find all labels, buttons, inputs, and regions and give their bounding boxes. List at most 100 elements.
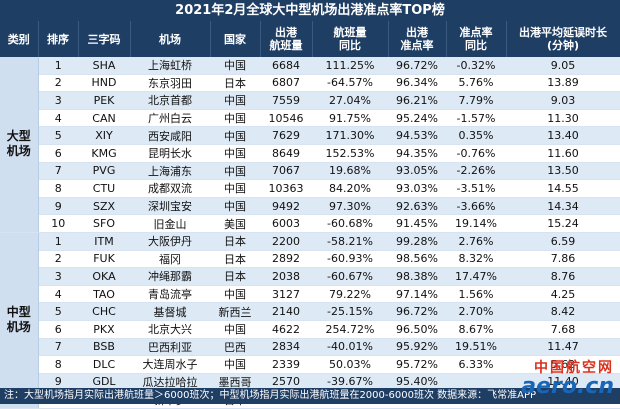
table-cell: FUK [78, 250, 130, 269]
table-cell: 93.05% [388, 162, 446, 181]
table-cell: 97.14% [388, 285, 446, 304]
table-cell: 2140 [260, 302, 312, 321]
table-cell: 111.25% [312, 57, 388, 75]
table-cell: 13.50 [506, 162, 620, 181]
table-cell: 东京羽田 [130, 74, 210, 93]
table-cell: 巴西利亚 [130, 338, 210, 357]
table-cell: CHC [78, 302, 130, 321]
table-cell: 2.76% [446, 232, 506, 251]
table-row: 2 HND 东京羽田 日本 6807 -64.57% 96.34% 5.76% 13.89 [0, 74, 620, 93]
table-cell: 中国 [210, 57, 260, 75]
table-cell: 91.75% [312, 109, 388, 128]
table-row: 5 XIY 西安咸阳 中国 7629 171.30% 94.53% 0.35% 13.40 [0, 126, 620, 145]
table-cell: 3 [38, 267, 78, 286]
table-cell: 6807 [260, 74, 312, 93]
table-cell: 2038 [260, 267, 312, 286]
table-cell: 9 [38, 197, 78, 216]
table-row: 10 SFO 旧金山 美国 6003 -60.68% 91.45% 19.14% 15.24 [0, 214, 620, 233]
table-cell: 基督城 [130, 302, 210, 321]
table-cell: 95.24% [388, 109, 446, 128]
table-cell: 中国 [210, 109, 260, 128]
table-cell: 99.28% [388, 232, 446, 251]
table-cell: 7.68 [506, 320, 620, 339]
table-cell: 上海浦东 [130, 162, 210, 181]
table-cell: -39.67% [312, 373, 388, 392]
table-cell: DLC [78, 355, 130, 374]
table-cell: 27.04% [312, 91, 388, 110]
table-body: 大型 机场 1 SHA 上海虹桥 中国 6684 111.25% 96.72% -0.32% 9.0… [0, 57, 620, 409]
table-cell: 北京大兴 [130, 320, 210, 339]
table-cell: 中国 [210, 355, 260, 374]
table-cell: HND [78, 74, 130, 93]
table-cell: -25.15% [312, 302, 388, 321]
table-row: 中型 机场 1 ITM 大阪伊丹 日本 2200 -58.21% 99.28% 2.76% 6.59 [0, 232, 620, 409]
table-cell: 94.53% [388, 126, 446, 145]
table-cell: 14.55 [506, 179, 620, 198]
table-cell: 上海虹桥 [130, 57, 210, 75]
table-cell: 4 [38, 109, 78, 128]
table-cell: 10363 [260, 179, 312, 198]
table-cell: 5.76% [446, 74, 506, 93]
table-cell: 9.03 [506, 91, 620, 110]
table-cell: 3 [38, 91, 78, 110]
table-cell: 6.33% [446, 355, 506, 374]
table-cell: 日本 [210, 267, 260, 286]
column-header: 准点率 同比 [446, 21, 507, 57]
table-cell: -60.68% [312, 214, 388, 233]
table-cell: 6 [38, 320, 78, 339]
table-cell: PEK [78, 91, 130, 110]
table-cell: 98.56% [388, 250, 446, 269]
column-header: 出港 航班量 [260, 21, 313, 57]
column-header: 出港平均延误时长 (分钟) [506, 21, 620, 57]
table-cell: -60.93% [312, 250, 388, 269]
category-cell: 中型 机场 [0, 232, 39, 409]
table-cell: 6003 [260, 214, 312, 233]
table-cell: -58.21% [312, 232, 388, 251]
table-cell: 8 [38, 355, 78, 374]
table-row: 3 PEK 北京首都 中国 7559 27.04% 96.21% 7.79% 9.03 [0, 91, 620, 110]
table-cell: 2.70% [446, 302, 506, 321]
table-cell: SHA [78, 57, 130, 75]
column-header: 国家 [210, 21, 261, 57]
table-cell: 19.14% [446, 214, 506, 233]
table-cell: SZX [78, 197, 130, 216]
table-cell: ITM [78, 232, 130, 251]
table-cell: 7.79% [446, 91, 506, 110]
table-cell: 11.47 [506, 338, 620, 357]
table-row: 大型 机场 1 SHA 上海虹桥 中国 6684 111.25% 96.72% -0.32% 9.0… [0, 57, 620, 233]
table-row: 8 DLC 大连周水子 中国 2339 50.03% 95.72% 6.33% 5.62 [0, 355, 620, 374]
table-cell: 3127 [260, 285, 312, 304]
table-cell: 14.34 [506, 197, 620, 216]
table-cell: -3.66% [446, 197, 506, 216]
table-row: 6 KMG 昆明长水 中国 8649 152.53% 94.35% -0.76% 11.60 [0, 144, 620, 163]
table-row: 4 CAN 广州白云 中国 10546 91.75% 95.24% -1.57% 11.30 [0, 109, 620, 128]
table-cell: 巴西 [210, 338, 260, 357]
column-header: 出港 准点率 [388, 21, 447, 57]
table-cell: 8.42 [506, 302, 620, 321]
table-row: 3 OKA 冲绳那霸 日本 2038 -60.67% 98.38% 17.47% 8.76 [0, 267, 620, 286]
table-cell: 日本 [210, 74, 260, 93]
column-header: 航班量 同比 [312, 21, 389, 57]
table-cell: 8.32% [446, 250, 506, 269]
table-cell: 1.56% [446, 285, 506, 304]
table-cell: -64.57% [312, 74, 388, 93]
table-cell: 中国 [210, 126, 260, 145]
table-cell: GDL [78, 373, 130, 392]
table-cell: 13.89 [506, 74, 620, 93]
table-cell: 95.72% [388, 355, 446, 374]
category-cell: 大型 机场 [0, 57, 39, 233]
table-cell: 2 [38, 250, 78, 269]
table-cell: 大阪伊丹 [130, 232, 210, 251]
table-cell: CAN [78, 109, 130, 128]
table-cell: 7629 [260, 126, 312, 145]
column-header: 机场 [130, 21, 211, 57]
table-cell: 7067 [260, 162, 312, 181]
table-cell: -60.67% [312, 267, 388, 286]
table-cell: TAO [78, 285, 130, 304]
table-cell: -0.76% [446, 144, 506, 163]
table-row: 2 FUK 福冈 日本 2892 -60.93% 98.56% 8.32% 7.86 [0, 250, 620, 269]
table-cell: -0.32% [446, 57, 506, 75]
table-cell: 中国 [210, 162, 260, 181]
table-cell: 171.30% [312, 126, 388, 145]
table-cell: KMG [78, 144, 130, 163]
